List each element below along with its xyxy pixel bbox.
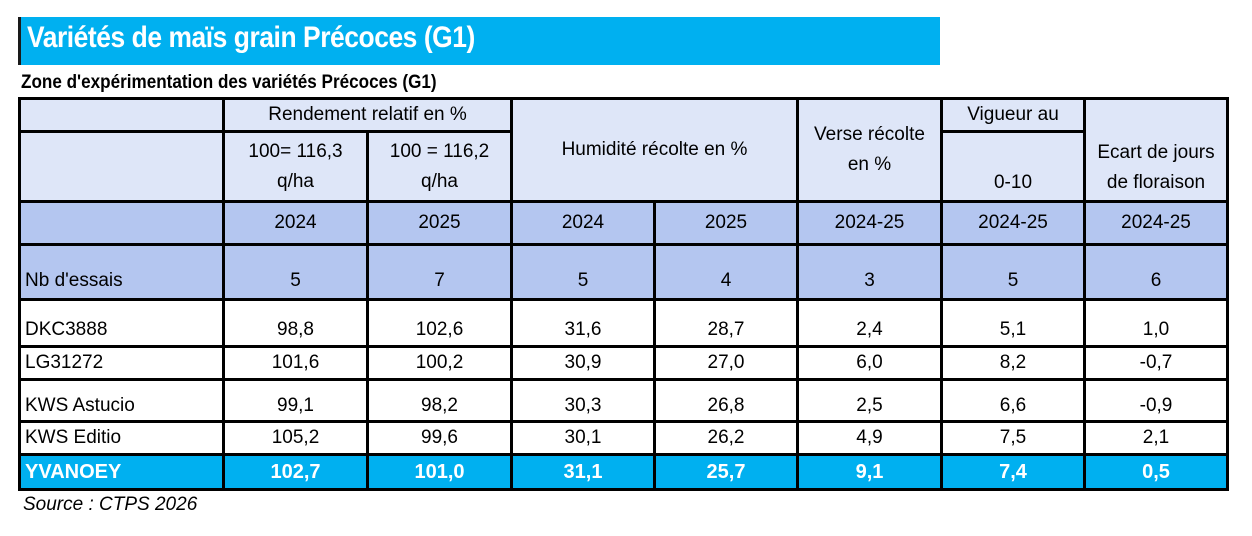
- header-verse: Verse récolte en %: [796, 97, 943, 203]
- nb-essais-row: Nb d'essais 5 7 5 4 3 5 6: [18, 243, 1229, 301]
- years-row: 2024 2025 2024 2025 2024-25 2024-25 2024…: [18, 200, 1229, 246]
- value-cell: 27,0: [653, 345, 799, 381]
- value-cell: 30,1: [510, 420, 656, 456]
- value-cell: 8,2: [940, 345, 1086, 381]
- nb-essais-cell: 4: [653, 243, 799, 301]
- value-cell: 99,6: [366, 420, 513, 456]
- value-cell: 98,8: [222, 298, 369, 348]
- variety-name: KWS Astucio: [18, 378, 225, 423]
- value-cell: 101,6: [222, 345, 369, 381]
- year-cell: 2024: [222, 200, 369, 246]
- value-cell: 2,4: [796, 298, 943, 348]
- header-humidite: Humidité récolte en %: [510, 97, 799, 203]
- value-cell: 9,1: [796, 453, 943, 491]
- rendement-2024-base-line1: 100= 116,3: [248, 140, 343, 162]
- title-bar: Variétés de maïs grain Précoces (G1): [18, 17, 940, 65]
- header-row-1: Rendement relatif en % Humidité récolte …: [18, 97, 1229, 203]
- header-ecart-line2: de floraison: [1106, 172, 1206, 193]
- header-verse-line1: Verse récolte: [814, 124, 925, 145]
- nb-essais-cell: 6: [1083, 243, 1229, 301]
- value-cell: 31,6: [510, 298, 656, 348]
- header-ecart-line1: Ecart de jours: [1097, 142, 1215, 163]
- value-cell: 6,6: [940, 378, 1086, 423]
- nb-essais-label: Nb d'essais: [18, 243, 225, 301]
- year-cell: 2024-25: [1083, 200, 1229, 246]
- value-cell: 99,1: [222, 378, 369, 423]
- table-row: KWS Editio 105,2 99,6 30,1 26,2 4,9 7,5 …: [18, 420, 1229, 456]
- source-note: Source : CTPS 2026: [23, 494, 198, 515]
- rendement-2025-base-line2: q/ha: [421, 170, 458, 192]
- variety-name: LG31272: [18, 345, 225, 381]
- highlighted-variety-row: YVANOEY 102,7 101,0 31,1 25,7 9,1 7,4 0,…: [18, 453, 1229, 491]
- value-cell: 31,1: [510, 453, 656, 491]
- value-cell: 25,7: [653, 453, 799, 491]
- value-cell: 0,5: [1083, 453, 1229, 491]
- variety-name: DKC3888: [18, 298, 225, 348]
- value-cell: 7,4: [940, 453, 1086, 491]
- nb-essais-cell: 3: [796, 243, 943, 301]
- header-verse-line2: en %: [847, 154, 892, 175]
- header-rendement-2025-base: 100 = 116,2 q/ha: [366, 130, 513, 203]
- value-cell: 102,6: [366, 298, 513, 348]
- nb-essais-cell: 5: [940, 243, 1086, 301]
- value-cell: 98,2: [366, 378, 513, 423]
- nb-essais-cell: 7: [366, 243, 513, 301]
- year-cell: 2025: [653, 200, 799, 246]
- value-cell: 26,8: [653, 378, 799, 423]
- value-cell: -0,7: [1083, 345, 1229, 381]
- year-cell: 2025: [366, 200, 513, 246]
- rendement-2024-base-line2: q/ha: [277, 170, 314, 192]
- value-cell: 4,9: [796, 420, 943, 456]
- variety-name: YVANOEY: [18, 453, 225, 491]
- page-title: Variétés de maïs grain Précoces (G1): [27, 21, 475, 54]
- value-cell: 26,2: [653, 420, 799, 456]
- header-rendement: Rendement relatif en %: [222, 97, 513, 133]
- value-cell: 102,7: [222, 453, 369, 491]
- rendement-2025-base-line1: 100 = 116,2: [389, 140, 490, 162]
- table-row: KWS Astucio 99,1 98,2 30,3 26,8 2,5 6,6 …: [18, 378, 1229, 423]
- header-corner-bottom: [18, 130, 225, 203]
- nb-essais-cell: 5: [222, 243, 369, 301]
- value-cell: 1,0: [1083, 298, 1229, 348]
- value-cell: 2,5: [796, 378, 943, 423]
- header-rendement-2024-base: 100= 116,3 q/ha: [222, 130, 369, 203]
- header-row-2: 100= 116,3 q/ha 100 = 116,2 q/ha 0-10: [18, 130, 1228, 203]
- value-cell: 5,1: [940, 298, 1086, 348]
- year-cell: 2024: [510, 200, 656, 246]
- subtitle: Zone d'expérimentation des variétés Préc…: [21, 72, 437, 93]
- value-cell: 105,2: [222, 420, 369, 456]
- value-cell: 28,7: [653, 298, 799, 348]
- value-cell: 2,1: [1083, 420, 1229, 456]
- year-cell: 2024-25: [940, 200, 1086, 246]
- value-cell: 30,3: [510, 378, 656, 423]
- table-row: LG31272 101,6 100,2 30,9 27,0 6,0 8,2 -0…: [18, 345, 1229, 381]
- header-vigueur-scale: 0-10: [940, 130, 1086, 203]
- varieties-table: Rendement relatif en % Humidité récolte …: [18, 97, 1229, 491]
- year-cell: 2024-25: [796, 200, 943, 246]
- value-cell: 7,5: [940, 420, 1086, 456]
- nb-essais-cell: 5: [510, 243, 656, 301]
- header-ecart: Ecart de jours de floraison: [1083, 97, 1229, 203]
- value-cell: 30,9: [510, 345, 656, 381]
- value-cell: 6,0: [796, 345, 943, 381]
- value-cell: 100,2: [366, 345, 513, 381]
- years-label: [18, 200, 225, 246]
- variety-name: KWS Editio: [18, 420, 225, 456]
- value-cell: 101,0: [366, 453, 513, 491]
- header-corner-top: [18, 97, 225, 133]
- table-row: DKC3888 98,8 102,6 31,6 28,7 2,4 5,1 1,0: [18, 298, 1229, 348]
- value-cell: -0,9: [1083, 378, 1229, 423]
- header-vigueur: Vigueur au: [940, 97, 1086, 133]
